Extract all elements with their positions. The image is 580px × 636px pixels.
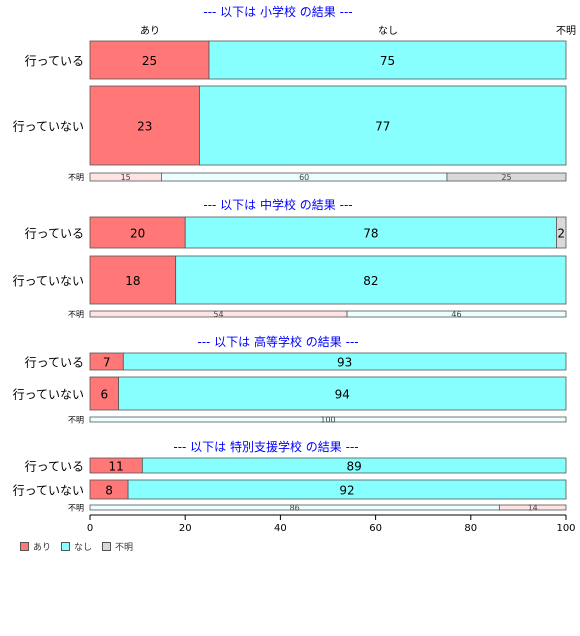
- bar-segment: [556, 216, 567, 249]
- row-label: 行っている: [25, 356, 84, 370]
- legend-swatch-fumei: [102, 542, 112, 551]
- legend-label-nashi: なし: [74, 543, 93, 553]
- x-tick-label: 40: [274, 523, 287, 534]
- row-label: 行っていない: [13, 388, 84, 402]
- bar-value-label: 11: [109, 460, 124, 474]
- bar-value-label: 94: [335, 388, 350, 402]
- bar-value-label: 100: [320, 416, 335, 425]
- bar-segment: [122, 352, 567, 371]
- legend-label-fumei: 不明: [115, 543, 134, 553]
- panel-title-1: --- 以下は 中学校 の結果 ---: [203, 197, 352, 212]
- legend-item-nashi: なし: [61, 540, 92, 553]
- row-label: 行っている: [25, 54, 84, 68]
- row-label: 不明: [68, 504, 84, 513]
- legend-label-ari: あり: [33, 543, 52, 553]
- panel-title-2: --- 以下は 高等学校 の結果 ---: [197, 334, 358, 349]
- row-label: 不明: [68, 173, 84, 182]
- bar-segment: [118, 376, 567, 411]
- legend-swatch-nashi: [61, 542, 71, 551]
- bar-value-label: 18: [125, 274, 140, 288]
- x-tick-label: 60: [369, 523, 382, 534]
- bar-value-label: 46: [451, 310, 461, 319]
- bar-value-label: 7: [103, 356, 111, 370]
- row-label: 行っている: [25, 460, 84, 474]
- bar-value-label: 25: [142, 54, 157, 68]
- row-label: 行っていない: [13, 120, 84, 134]
- bar-segment: [184, 216, 557, 249]
- panel-title-3: --- 以下は 特別支援学校 の結果 ---: [173, 439, 358, 454]
- x-tick-label: 80: [464, 523, 477, 534]
- bar-segment: [89, 416, 567, 423]
- legend: あり なし 不明: [20, 540, 133, 553]
- bar-value-label: 75: [380, 54, 395, 68]
- row-label: 行っていない: [13, 274, 84, 288]
- top-label-2: 不明: [556, 25, 576, 37]
- bar-segment: [498, 504, 567, 511]
- bar-segment: [127, 479, 567, 500]
- bar-value-label: 92: [339, 484, 354, 498]
- bar-segment: [89, 255, 177, 305]
- bar-segment: [89, 40, 210, 80]
- top-label-1: なし: [378, 25, 398, 37]
- legend-item-ari: あり: [20, 540, 51, 553]
- bar-segment: [199, 85, 567, 166]
- bar-value-label: 93: [337, 356, 352, 370]
- bar-value-label: 60: [299, 173, 309, 182]
- bar-value-label: 15: [121, 173, 131, 182]
- row-label: 不明: [68, 416, 84, 425]
- bar-value-label: 54: [213, 310, 223, 319]
- bar-segment: [89, 376, 119, 411]
- row-label: 行っている: [25, 227, 84, 241]
- bar-value-label: 77: [375, 120, 390, 134]
- bar-segment: [141, 457, 567, 474]
- x-tick-label: 100: [556, 523, 575, 534]
- bar-segment: [89, 216, 186, 249]
- panel-title-0: --- 以下は 小学校 の結果 ---: [203, 4, 352, 19]
- bar-segment: [346, 310, 567, 318]
- row-label: 行っていない: [13, 484, 84, 498]
- bar-segment: [446, 172, 567, 182]
- bar-value-label: 2: [557, 227, 565, 241]
- bar-segment: [208, 40, 567, 80]
- bar-value-label: 86: [290, 504, 300, 513]
- bar-value-label: 89: [347, 460, 362, 474]
- legend-swatch-ari: [20, 542, 29, 551]
- bar-value-label: 82: [363, 274, 378, 288]
- bar-value-label: 8: [105, 484, 113, 498]
- bar-segment: [175, 255, 567, 305]
- bar-value-label: 25: [501, 173, 511, 182]
- top-label-0: あり: [140, 25, 160, 37]
- row-label: 不明: [68, 310, 84, 319]
- bar-value-label: 78: [363, 227, 378, 241]
- bar-value-label: 23: [137, 120, 152, 134]
- bar-value-label: 20: [130, 227, 145, 241]
- bar-value-label: 14: [528, 504, 538, 513]
- x-tick-label: 0: [87, 523, 93, 534]
- x-tick-label: 20: [179, 523, 192, 534]
- legend-item-fumei: 不明: [102, 540, 133, 553]
- bar-value-label: 6: [100, 388, 108, 402]
- bar-segment: [89, 85, 200, 166]
